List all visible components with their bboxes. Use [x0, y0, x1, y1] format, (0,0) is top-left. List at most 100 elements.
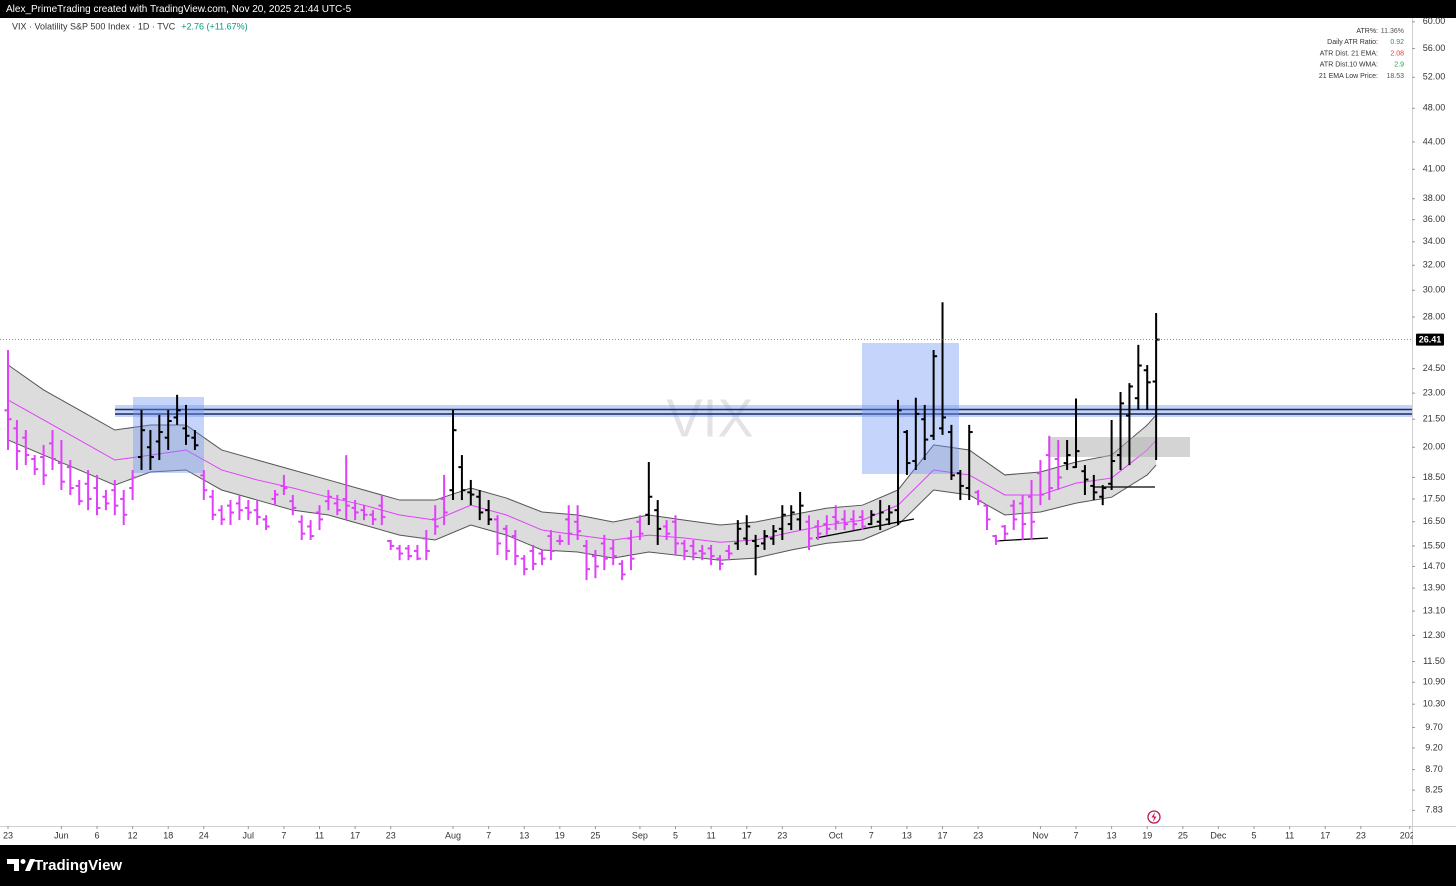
- ohlc-bar: [823, 515, 831, 535]
- ohlc-bar: [173, 394, 181, 425]
- y-tick-label: 16.50: [1423, 516, 1446, 526]
- resistance-zone: [115, 405, 1412, 417]
- y-tick-label: 12.30: [1423, 630, 1446, 640]
- ohlc-bar: [663, 520, 671, 540]
- x-tick-label: 11: [1285, 830, 1294, 840]
- ohlc-bar: [965, 424, 973, 501]
- ohlc-bar: [271, 489, 279, 506]
- ohlc-bar: [449, 409, 457, 501]
- x-tick-label: 23: [386, 830, 396, 840]
- ohlc-bar: [1134, 344, 1142, 410]
- ohlc-bar: [574, 505, 582, 540]
- ohlc-bar: [485, 500, 493, 526]
- ohlc-bar: [494, 515, 502, 556]
- ohlc-bar: [200, 469, 208, 501]
- x-tick-label: 25: [590, 830, 600, 840]
- ohlc-bar: [672, 515, 680, 556]
- x-tick-label: 17: [350, 830, 360, 840]
- ohlc-bar: [405, 544, 413, 561]
- ohlc-bar: [235, 494, 243, 521]
- y-tick-label: 30.00: [1423, 285, 1446, 295]
- x-tick-label: 23: [777, 830, 787, 840]
- ohlc-bar: [876, 500, 884, 531]
- ohlc-bar: [538, 549, 546, 566]
- x-tick-label: 19: [555, 830, 565, 840]
- ohlc-bar: [947, 424, 955, 480]
- ohlc-bar: [378, 494, 386, 526]
- ohlc-bar: [93, 474, 101, 516]
- ohlc-bar: [885, 505, 893, 526]
- indicator-label: ATR Dist.10 WMA:: [1320, 62, 1378, 69]
- ohlc-bar: [698, 544, 706, 561]
- ohlc-bar: [218, 505, 226, 526]
- ohlc-bar: [396, 544, 404, 561]
- ohlc-bar: [155, 414, 163, 461]
- ohlc-bar: [1117, 391, 1125, 470]
- indicator-label: 21 EMA Low Price:: [1319, 73, 1378, 80]
- ohlc-bar: [280, 474, 288, 495]
- indicator-value: 2.9: [1394, 62, 1404, 69]
- y-tick-label: 38.00: [1423, 193, 1446, 203]
- y-tick-label: 20.00: [1423, 442, 1446, 452]
- ohlc-bar: [867, 510, 875, 526]
- logo-mark: [7, 859, 19, 871]
- ohlc-bar: [769, 525, 777, 545]
- y-tick-label: 52.00: [1423, 72, 1446, 82]
- ohlc-bar: [778, 505, 786, 540]
- ohlc-bar: [360, 505, 368, 521]
- ohlc-bar: [600, 534, 608, 571]
- x-tick-label: 23: [973, 830, 983, 840]
- ohlc-bar: [645, 462, 653, 526]
- ohlc-bar: [49, 430, 57, 470]
- x-tick-label: 6: [95, 830, 100, 840]
- bar-layer: [4, 302, 1160, 581]
- credit: Alex_PrimeTrading created with TradingVi…: [6, 4, 352, 15]
- x-tick-label: 2026: [1400, 830, 1420, 840]
- footer-bar: [0, 845, 1456, 886]
- ohlc-bar: [520, 555, 528, 576]
- ohlc-bar: [316, 505, 324, 531]
- y-tick-label: 18.50: [1423, 472, 1446, 482]
- ohlc-bar: [609, 539, 617, 566]
- ohlc-bar: [734, 520, 742, 550]
- symbol-legend: VIX · Volatility S&P 500 Index · 1D · TV…: [12, 22, 248, 32]
- x-tick-label: 18: [163, 830, 173, 840]
- x-tick-label: 24: [199, 830, 209, 840]
- price-axis: 60.00 56.00 52.00 48.00 44.00 41.00 38.00 36.00…: [1412, 16, 1445, 815]
- ohlc-bar: [529, 544, 537, 571]
- ohlc-bar: [1028, 479, 1036, 540]
- y-tick-label: 8.70: [1425, 764, 1443, 774]
- x-tick-label: Jul: [243, 830, 255, 840]
- ohlc-bar: [111, 479, 119, 516]
- ohlc-bar: [75, 479, 83, 506]
- ohlc-bar: [333, 494, 341, 516]
- ohlc-bar: [191, 430, 199, 450]
- y-tick-label: 34.00: [1423, 236, 1446, 246]
- y-tick-label: 10.30: [1423, 699, 1446, 709]
- gray-box: [1048, 437, 1190, 457]
- ohlc-bar: [992, 534, 1000, 545]
- y-tick-label: 32.00: [1423, 260, 1446, 270]
- ohlc-bar: [146, 430, 154, 470]
- ohlc-bar: [1099, 485, 1107, 506]
- logo-slash: [25, 859, 35, 871]
- y-tick-label: 11.50: [1423, 656, 1445, 666]
- ohlc-bar: [556, 534, 564, 545]
- ohlc-bar: [502, 525, 510, 561]
- symbol-title: VIX · Volatility S&P 500 Index · 1D · TV…: [12, 22, 176, 32]
- ohlc-bar: [583, 539, 591, 581]
- x-tick-label: 11: [315, 830, 324, 840]
- ohlc-bar: [591, 549, 599, 579]
- range-box: [862, 343, 959, 474]
- ema-line: [7, 399, 1157, 543]
- last-price-label: 26.41: [1419, 334, 1442, 344]
- ohlc-bar: [120, 489, 128, 526]
- ohlc-bar: [13, 419, 21, 470]
- ohlc-bar: [680, 539, 688, 561]
- indicator-table: ATR%: 11.36%Daily ATR Ratio: 0.92 ATR Dist.…: [1319, 28, 1404, 80]
- ohlc-bar: [930, 349, 938, 440]
- symbol-change: +2.76 (+11.67%): [181, 22, 247, 32]
- ohlc-bar: [796, 491, 804, 531]
